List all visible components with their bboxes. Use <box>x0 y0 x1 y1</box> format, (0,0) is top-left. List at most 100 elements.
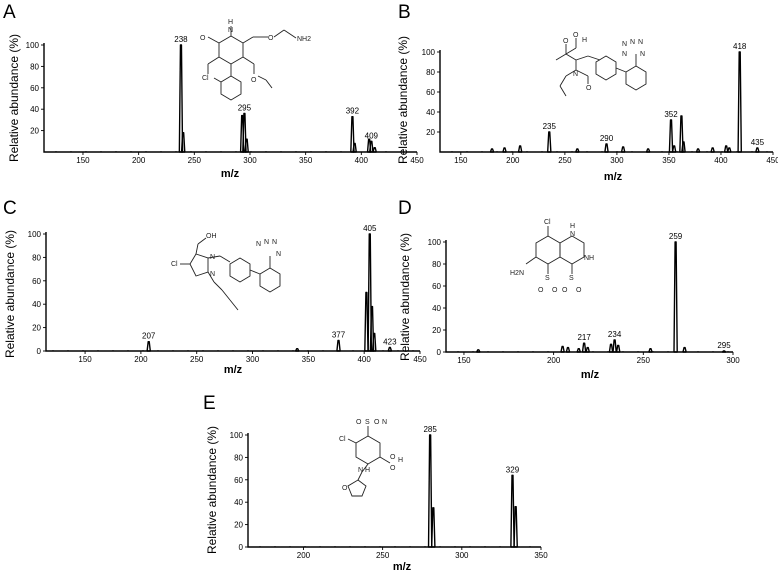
x-tick-label: 300 <box>455 551 469 560</box>
x-tick-label: 450 <box>766 156 778 165</box>
spectrum-peak <box>431 507 436 548</box>
spectrum-peak <box>612 339 617 353</box>
spectrum-peak <box>364 291 369 352</box>
spectrum-peak <box>336 339 341 352</box>
atom-label: O <box>562 287 568 294</box>
peak-label: 235 <box>543 122 557 131</box>
panel-letter: B <box>398 2 411 23</box>
atom-label: O <box>356 419 362 426</box>
peak-label: 377 <box>332 330 346 339</box>
atom-label: N <box>210 271 215 278</box>
atom-label: H <box>398 457 403 464</box>
spectrum-peak <box>673 241 678 353</box>
peak-label: 352 <box>664 110 678 119</box>
atom-label: N <box>382 419 387 426</box>
y-axis-label: Relative abundance (%) <box>7 34 21 162</box>
atom-label: N <box>630 39 635 46</box>
atom-label: N <box>264 239 269 246</box>
atom-label: N <box>584 255 589 262</box>
x-tick-label: 300 <box>243 156 257 165</box>
y-tick-label: 40 <box>234 498 243 507</box>
atom-label: H2N <box>510 270 524 277</box>
y-tick-label: 80 <box>234 453 243 462</box>
atom-label: N <box>638 39 643 46</box>
y-tick-label: 20 <box>234 521 243 530</box>
peak-label: 290 <box>600 134 614 143</box>
x-tick-label: 350 <box>662 156 676 165</box>
x-axis-label: m/z <box>221 168 240 180</box>
axes <box>43 43 417 153</box>
y-tick-label: 80 <box>32 253 41 262</box>
spectrum-peak <box>560 345 565 353</box>
peak-label: 238 <box>174 35 188 44</box>
peak-label: 409 <box>365 131 379 140</box>
atom-label: Cl <box>339 436 346 443</box>
chemical-structure: H N O O O NH2 Cl <box>200 19 311 101</box>
x-tick-label: 250 <box>188 156 202 165</box>
atom-label: O <box>538 287 544 294</box>
spectrum-peak <box>668 119 674 153</box>
atom-label: O <box>552 287 558 294</box>
x-tick-label: 400 <box>357 355 371 364</box>
atom-label: H <box>228 19 233 26</box>
atom-label: N <box>256 241 261 248</box>
spectrum-peak <box>581 342 587 353</box>
x-tick-label: 150 <box>76 156 90 165</box>
x-tick-label: 450 <box>413 355 427 364</box>
peak-label: 405 <box>363 224 377 233</box>
atom-label: N <box>272 239 277 246</box>
y-tick-label: 100 <box>428 238 442 247</box>
atom-label: Cl <box>544 219 551 226</box>
atom-label: O <box>390 454 396 461</box>
y-tick-label: 40 <box>30 105 39 114</box>
x-tick-label: 400 <box>714 156 728 165</box>
y-tick-label: 0 <box>239 543 244 552</box>
x-tick-label: 250 <box>190 355 204 364</box>
atom-label: Cl <box>202 75 209 82</box>
spectrum-peak <box>608 343 614 353</box>
x-axis-label: m/z <box>224 364 243 376</box>
y-tick-label: 60 <box>234 476 243 485</box>
x-tick-label: 150 <box>457 356 471 365</box>
peak-label: 207 <box>142 332 156 341</box>
spectrum-peak <box>427 434 433 548</box>
peak-label: 285 <box>423 425 437 434</box>
atom-label: NH2 <box>297 36 311 43</box>
y-tick-label: 60 <box>432 282 441 291</box>
atom-label: OH <box>206 233 217 240</box>
atom-label: N <box>622 41 627 48</box>
atom-label: H <box>582 37 587 44</box>
atom-label: S <box>545 275 550 282</box>
atom-label: O <box>200 35 206 42</box>
y-axis-label: Relative abundance (%) <box>398 233 412 361</box>
x-axis-label: m/z <box>604 171 623 183</box>
atom-label: H <box>365 467 370 474</box>
x-tick-label: 300 <box>726 356 740 365</box>
y-tick-label: 0 <box>437 348 442 357</box>
chemical-structure: OH Cl N N N N N N <box>171 233 281 311</box>
x-axis-label: m/z <box>393 561 412 572</box>
peak-label: 295 <box>717 341 731 350</box>
y-tick-label: 80 <box>30 62 39 71</box>
spectrum-peak <box>615 344 621 353</box>
y-tick-label: 20 <box>30 127 39 136</box>
x-tick-label: 200 <box>297 551 311 560</box>
atom-label: N <box>358 467 363 474</box>
atom-label: O <box>374 419 380 426</box>
x-tick-label: 300 <box>610 156 624 165</box>
panel-a: A Relative abundance (%) m/z 238 295 392 40… <box>3 2 424 180</box>
peak-label: 259 <box>669 232 683 241</box>
x-tick-label: 200 <box>134 355 148 364</box>
atom-label: Cl <box>171 261 178 268</box>
spectrum-peak <box>604 143 609 153</box>
atom-label: N <box>570 231 575 238</box>
panel-letter: D <box>398 198 412 219</box>
peak-label: 295 <box>238 103 252 112</box>
y-tick-label: 80 <box>426 68 435 77</box>
y-tick-label: 40 <box>426 108 435 117</box>
atom-label: O <box>573 32 579 39</box>
y-tick-label: 80 <box>432 260 441 269</box>
x-tick-label: 350 <box>302 355 316 364</box>
y-tick-label: 100 <box>28 230 42 239</box>
